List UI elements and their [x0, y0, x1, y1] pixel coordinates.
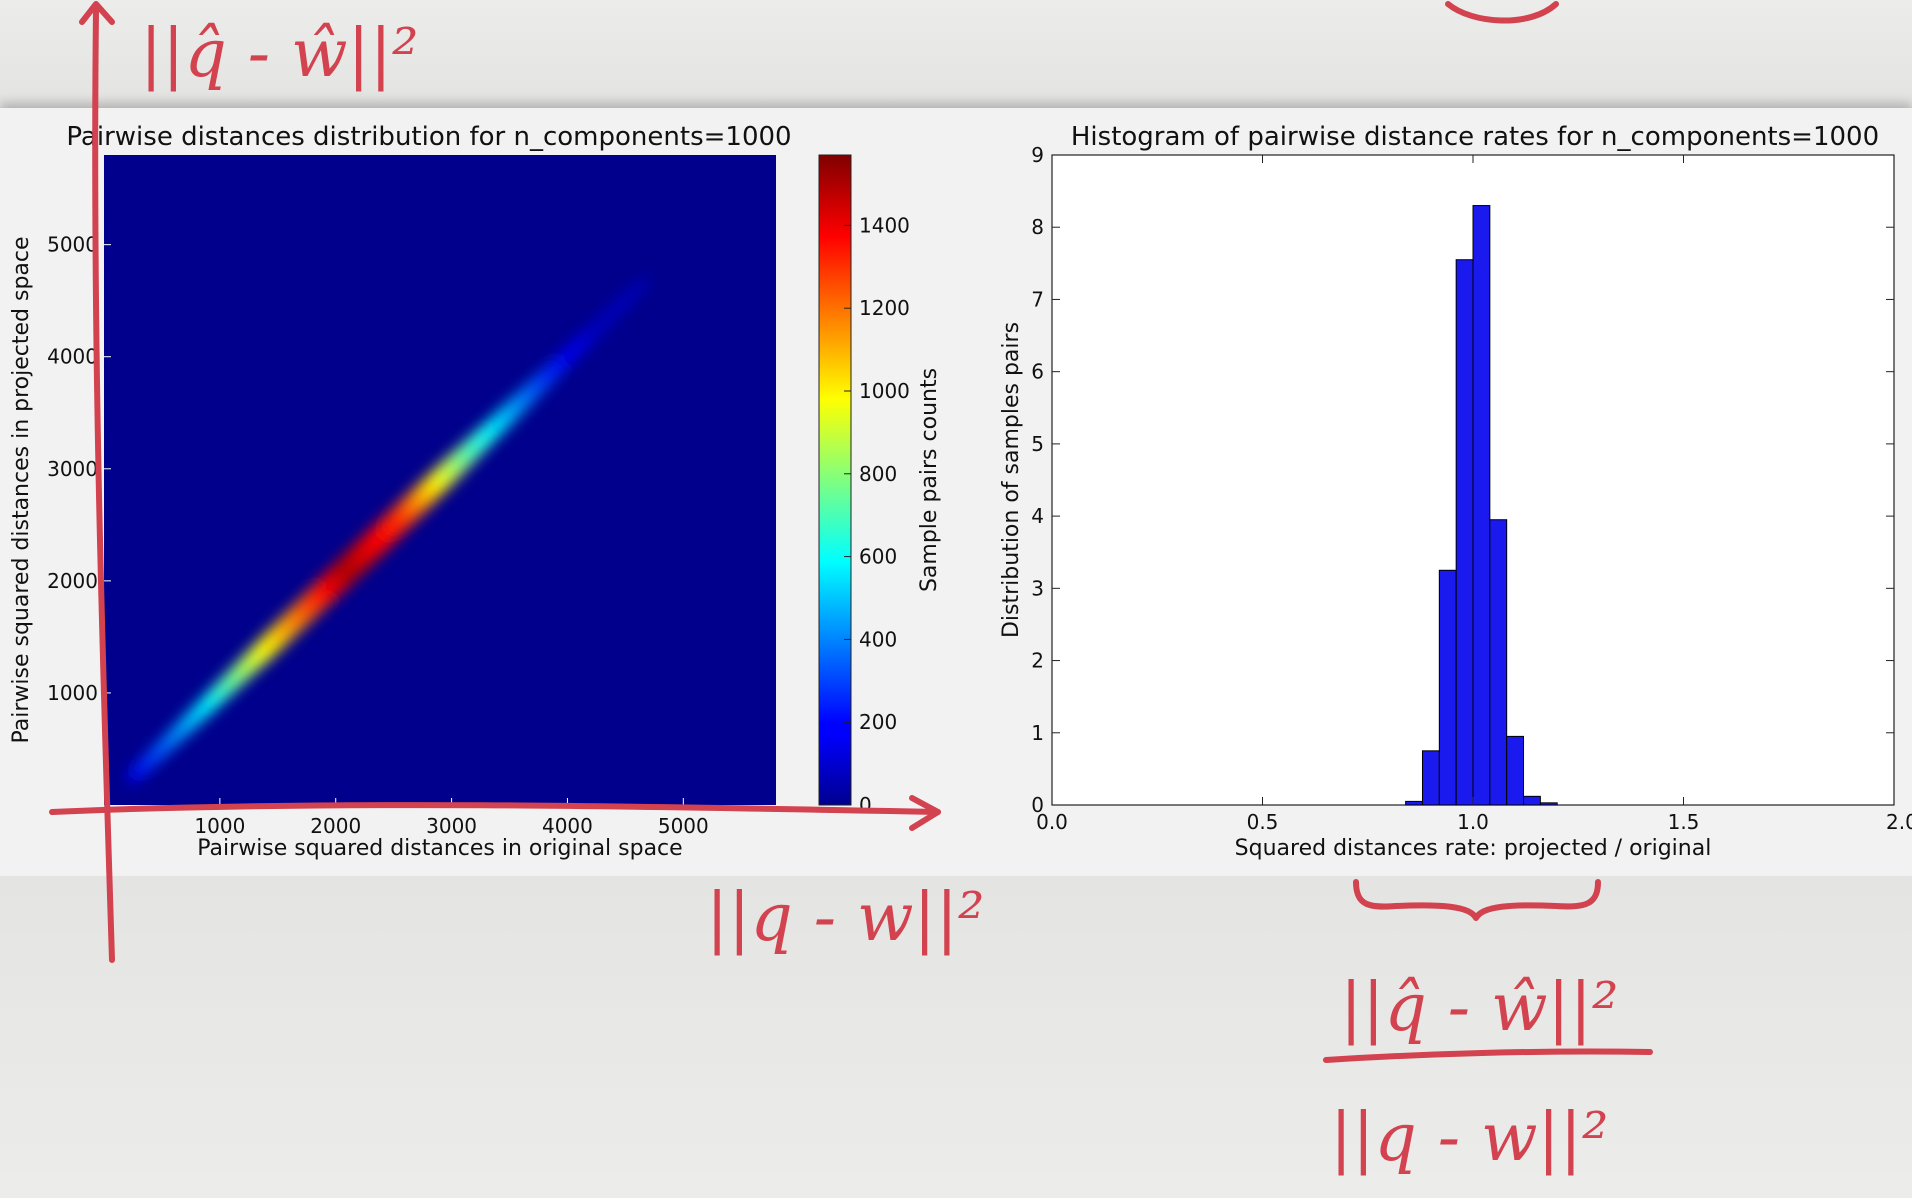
histogram-x-tick-label: 0.0: [1036, 810, 1068, 834]
histogram-bar: [1489, 519, 1508, 806]
colorbar-label: Sample pairs counts: [917, 368, 942, 592]
heatmap-chart: Pairwise distances distribution for n_co…: [9, 122, 942, 861]
heatmap-x-tick-label: 2000: [310, 814, 361, 838]
colorbar-tick-label: 800: [859, 462, 897, 486]
whiteboard-top: [0, 0, 1912, 108]
heatmap-x-tick-label: 4000: [542, 814, 593, 838]
histogram-bar: [1523, 795, 1541, 806]
heatmap-y-ticks: 1000 2000 3000 4000 5000: [47, 233, 111, 705]
colorbar-tick-label: 400: [859, 627, 897, 651]
histogram-y-tick-label: 7: [1031, 287, 1044, 311]
heatmap-x-tick-label: 3000: [426, 814, 477, 838]
histogram-x-tick-label: 1.0: [1457, 810, 1489, 834]
histogram-bar: [1539, 802, 1558, 806]
histogram-bars: [1405, 205, 1558, 806]
heatmap-x-tick-label: 5000: [658, 814, 709, 838]
histogram-bar: [1421, 750, 1440, 806]
heatmap-title: Pairwise distances distribution for n_co…: [66, 122, 791, 152]
heatmap-y-tick-label: 4000: [47, 345, 98, 369]
colorbar-ticks: 0 200 400 600 800 1000 1200 1400: [844, 213, 910, 817]
heatmap-y-tick-label: 1000: [47, 681, 98, 705]
histogram-x-tick-label: 0.5: [1247, 810, 1279, 834]
histogram-y-tick-label: 1: [1031, 721, 1044, 745]
colorbar-tick-label: 200: [859, 710, 897, 734]
histogram-x-ticks: 0.0 0.5 1.0 1.5 2.0: [1036, 155, 1912, 834]
whiteboard-bottom: [0, 876, 1912, 1198]
histogram-title: Histogram of pairwise distance rates for…: [1071, 122, 1879, 152]
histogram-y-tick-label: 4: [1031, 504, 1044, 528]
histogram-y-tick-label: 3: [1031, 576, 1044, 600]
histogram-bar: [1472, 205, 1491, 806]
histogram-bar: [1506, 735, 1525, 806]
heatmap-y-axis-label: Pairwise squared distances in projected …: [9, 236, 34, 743]
heatmap-y-tick-label: 2000: [47, 569, 98, 593]
heatmap-density-ridge: [126, 275, 651, 784]
histogram-y-tick-label: 5: [1031, 432, 1044, 456]
heatmap-density-cell: [591, 275, 651, 334]
histogram-chart: Histogram of pairwise distance rates for…: [999, 122, 1912, 861]
heatmap-x-axis-label: Pairwise squared distances in original s…: [197, 836, 682, 861]
histogram-x-axis-label: Squared distances rate: projected / orig…: [1235, 836, 1712, 861]
colorbar: [818, 154, 852, 806]
colorbar-tick-label: 0: [859, 793, 872, 817]
heatmap-y-tick-label: 3000: [47, 457, 98, 481]
histogram-x-tick-label: 2.0: [1886, 810, 1912, 834]
histogram-y-tick-label: 2: [1031, 649, 1044, 673]
histogram-y-tick-label: 0: [1031, 793, 1044, 817]
histogram-y-tick-label: 6: [1031, 360, 1044, 384]
histogram-bar: [1438, 569, 1457, 806]
heatmap-x-ticks: 1000 2000 3000 4000 5000: [194, 798, 709, 838]
histogram-bar: [1405, 800, 1423, 806]
histogram-y-ticks: 0 1 2 3 4 5 6 7 8 9: [1031, 143, 1894, 817]
heatmap-y-tick-label: 5000: [47, 233, 98, 257]
histogram-y-tick-label: 8: [1031, 215, 1044, 239]
histogram-y-tick-label: 9: [1031, 143, 1044, 167]
histogram-x-tick-label: 1.5: [1668, 810, 1700, 834]
colorbar-tick-label: 1200: [859, 296, 910, 320]
colorbar-tick-label: 1400: [859, 213, 910, 237]
colorbar-tick-label: 600: [859, 545, 897, 569]
colorbar-tick-label: 1000: [859, 379, 910, 403]
histogram-y-axis-label: Distribution of samples pairs: [999, 322, 1024, 638]
histogram-bar: [1455, 259, 1474, 806]
heatmap-x-tick-label: 1000: [194, 814, 245, 838]
